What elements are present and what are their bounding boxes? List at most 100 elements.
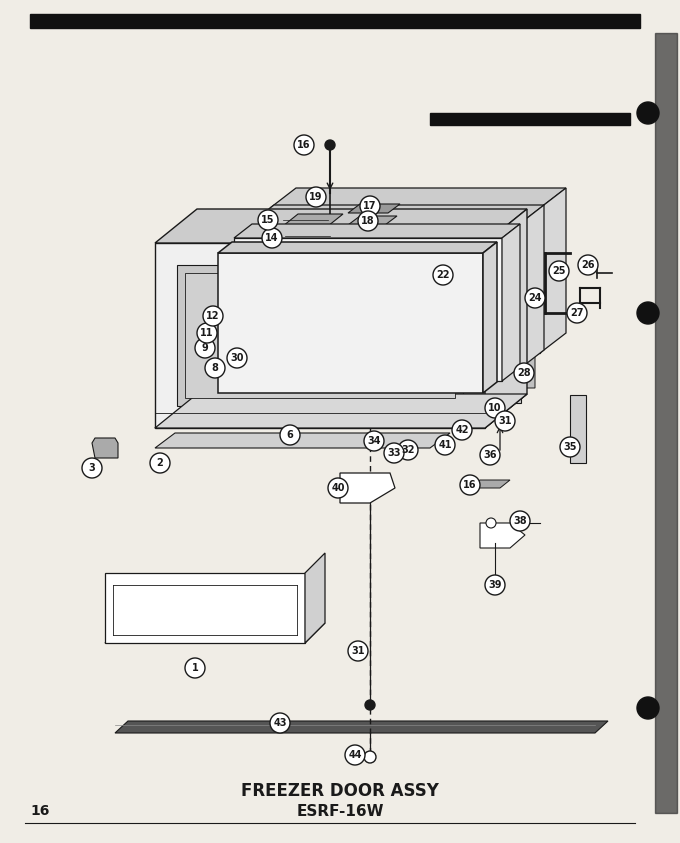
Circle shape xyxy=(205,358,225,378)
Text: 24: 24 xyxy=(528,293,542,303)
Circle shape xyxy=(384,443,404,463)
Text: 44: 44 xyxy=(348,750,362,760)
Circle shape xyxy=(549,261,569,281)
Polygon shape xyxy=(285,231,345,243)
Polygon shape xyxy=(540,188,566,353)
Polygon shape xyxy=(92,438,118,458)
Text: 43: 43 xyxy=(273,718,287,728)
Polygon shape xyxy=(105,573,305,643)
Polygon shape xyxy=(340,473,395,503)
Polygon shape xyxy=(252,205,544,222)
Circle shape xyxy=(637,302,659,324)
Circle shape xyxy=(485,575,505,595)
Polygon shape xyxy=(185,273,455,398)
Circle shape xyxy=(262,228,282,248)
Circle shape xyxy=(227,348,247,368)
Circle shape xyxy=(514,363,534,383)
Circle shape xyxy=(364,431,384,451)
Polygon shape xyxy=(105,623,325,643)
Polygon shape xyxy=(502,224,520,381)
Polygon shape xyxy=(270,240,504,349)
Text: 25: 25 xyxy=(552,266,566,276)
Bar xyxy=(505,318,521,403)
Circle shape xyxy=(258,210,278,230)
Circle shape xyxy=(403,443,413,453)
Bar xyxy=(30,14,640,28)
Text: 35: 35 xyxy=(563,442,577,452)
Circle shape xyxy=(360,196,380,216)
Text: 36: 36 xyxy=(483,450,497,460)
Circle shape xyxy=(348,641,368,661)
Text: 31: 31 xyxy=(352,646,364,656)
Circle shape xyxy=(637,697,659,719)
Polygon shape xyxy=(234,224,520,238)
Polygon shape xyxy=(485,209,527,428)
Text: 34: 34 xyxy=(367,436,381,446)
Polygon shape xyxy=(155,394,527,428)
Polygon shape xyxy=(270,188,566,208)
Text: 16: 16 xyxy=(463,480,477,490)
Circle shape xyxy=(510,511,530,531)
Circle shape xyxy=(364,751,376,763)
Circle shape xyxy=(326,281,334,289)
Circle shape xyxy=(486,518,496,528)
Text: 42: 42 xyxy=(455,425,469,435)
Text: 22: 22 xyxy=(437,270,449,280)
Circle shape xyxy=(306,187,326,207)
Text: 27: 27 xyxy=(571,308,583,318)
Text: 40: 40 xyxy=(331,483,345,493)
Text: 15: 15 xyxy=(261,215,275,225)
Text: 38: 38 xyxy=(513,516,527,526)
Text: 16: 16 xyxy=(30,804,50,818)
Circle shape xyxy=(345,745,365,765)
Text: 19: 19 xyxy=(309,192,323,202)
Text: 26: 26 xyxy=(581,260,595,270)
Circle shape xyxy=(150,453,170,473)
Polygon shape xyxy=(480,523,525,548)
Circle shape xyxy=(203,306,223,326)
Circle shape xyxy=(280,425,300,445)
Polygon shape xyxy=(251,255,485,364)
Text: 10: 10 xyxy=(488,403,502,413)
Polygon shape xyxy=(348,216,397,225)
Polygon shape xyxy=(155,433,450,448)
Text: 1: 1 xyxy=(192,663,199,673)
Text: 12: 12 xyxy=(206,311,220,321)
Text: 8: 8 xyxy=(211,363,218,373)
Polygon shape xyxy=(305,553,325,643)
Text: 30: 30 xyxy=(231,353,243,363)
Circle shape xyxy=(441,439,449,447)
Circle shape xyxy=(486,449,494,457)
Circle shape xyxy=(567,303,587,323)
Circle shape xyxy=(433,265,453,285)
Circle shape xyxy=(435,435,455,455)
Circle shape xyxy=(270,713,290,733)
Polygon shape xyxy=(177,265,463,406)
Polygon shape xyxy=(155,209,527,243)
Circle shape xyxy=(195,338,215,358)
Polygon shape xyxy=(218,253,483,393)
Text: 39: 39 xyxy=(488,580,502,590)
Circle shape xyxy=(490,578,500,588)
Text: 17: 17 xyxy=(363,201,377,211)
Text: 41: 41 xyxy=(438,440,452,450)
Circle shape xyxy=(560,437,580,457)
Circle shape xyxy=(325,140,335,150)
Polygon shape xyxy=(115,721,608,733)
Circle shape xyxy=(365,700,375,710)
Circle shape xyxy=(485,398,505,418)
Text: 32: 32 xyxy=(401,445,415,455)
Text: 31: 31 xyxy=(498,416,512,426)
Circle shape xyxy=(460,475,480,495)
Polygon shape xyxy=(270,208,540,353)
Polygon shape xyxy=(290,228,520,333)
Text: 11: 11 xyxy=(200,328,214,338)
Circle shape xyxy=(452,420,472,440)
Bar xyxy=(655,33,677,813)
Polygon shape xyxy=(522,205,544,367)
Circle shape xyxy=(480,445,500,465)
Polygon shape xyxy=(155,394,527,428)
Text: FREEZER DOOR ASSY: FREEZER DOOR ASSY xyxy=(241,782,439,800)
Polygon shape xyxy=(483,242,497,393)
Text: 2: 2 xyxy=(156,458,163,468)
